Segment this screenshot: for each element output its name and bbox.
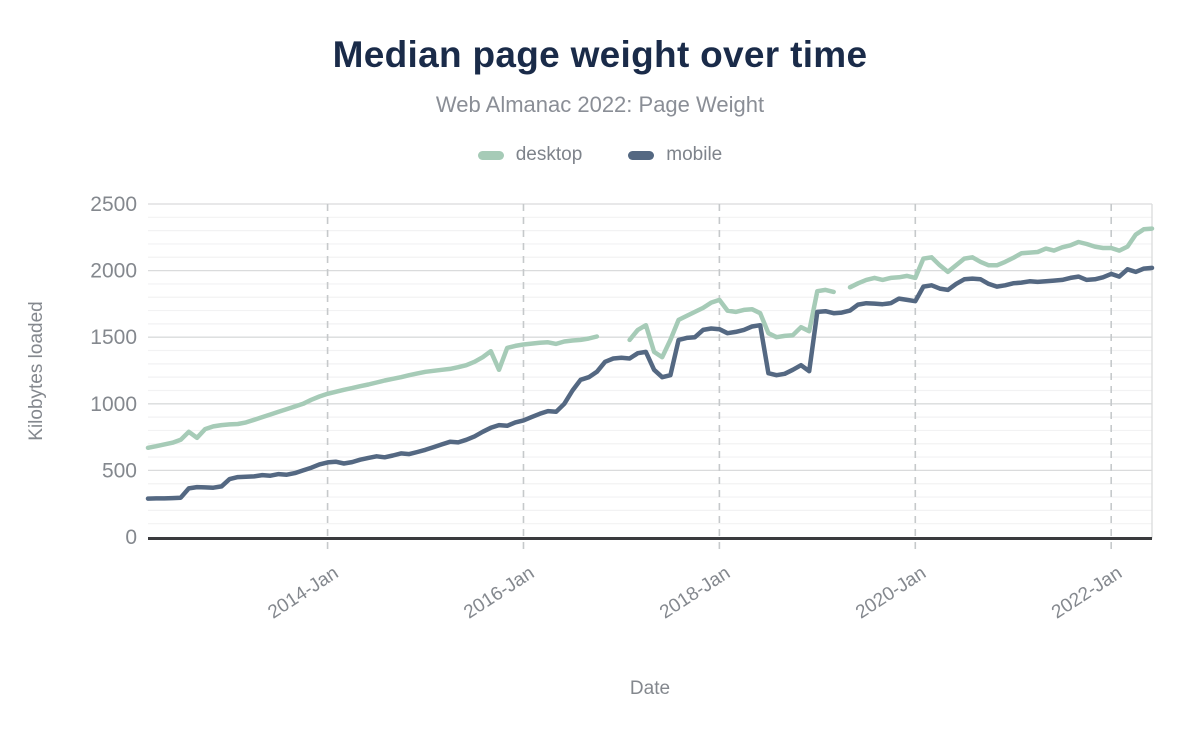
x-tick-label: 2018-Jan xyxy=(656,563,734,624)
series-line-desktop xyxy=(145,226,1155,451)
chart-subtitle: Web Almanac 2022: Page Weight xyxy=(435,92,765,117)
legend-label: desktop xyxy=(515,144,583,165)
y-tick-label: 500 xyxy=(102,459,137,482)
chart-title: Median page weight over time xyxy=(332,34,868,75)
legend-swatch-mobile xyxy=(628,150,655,160)
x-tick-label: 2020-Jan xyxy=(852,563,930,624)
y-tick-label: 1000 xyxy=(90,393,137,416)
chart-legend: desktop mobile xyxy=(0,144,1200,166)
series-line-mobile xyxy=(145,265,1155,501)
legend-label: mobile xyxy=(666,144,723,165)
y-tick-label: 2500 xyxy=(90,193,137,216)
y-tick-label: 1500 xyxy=(90,326,137,349)
legend-swatch-desktop xyxy=(477,150,504,160)
x-axis-title: Date xyxy=(630,678,670,699)
y-tick-label: 2000 xyxy=(90,260,137,283)
y-tick-label: 0 xyxy=(125,526,137,549)
legend-item-mobile[interactable]: mobile xyxy=(628,144,722,166)
y-axis-title: Kilobytes loaded xyxy=(26,301,47,440)
x-tick-label: 2022-Jan xyxy=(1048,563,1126,624)
x-tick-label: 2016-Jan xyxy=(460,563,538,624)
x-tick-label: 2014-Jan xyxy=(264,563,342,624)
legend-item-desktop[interactable]: desktop xyxy=(477,144,583,166)
